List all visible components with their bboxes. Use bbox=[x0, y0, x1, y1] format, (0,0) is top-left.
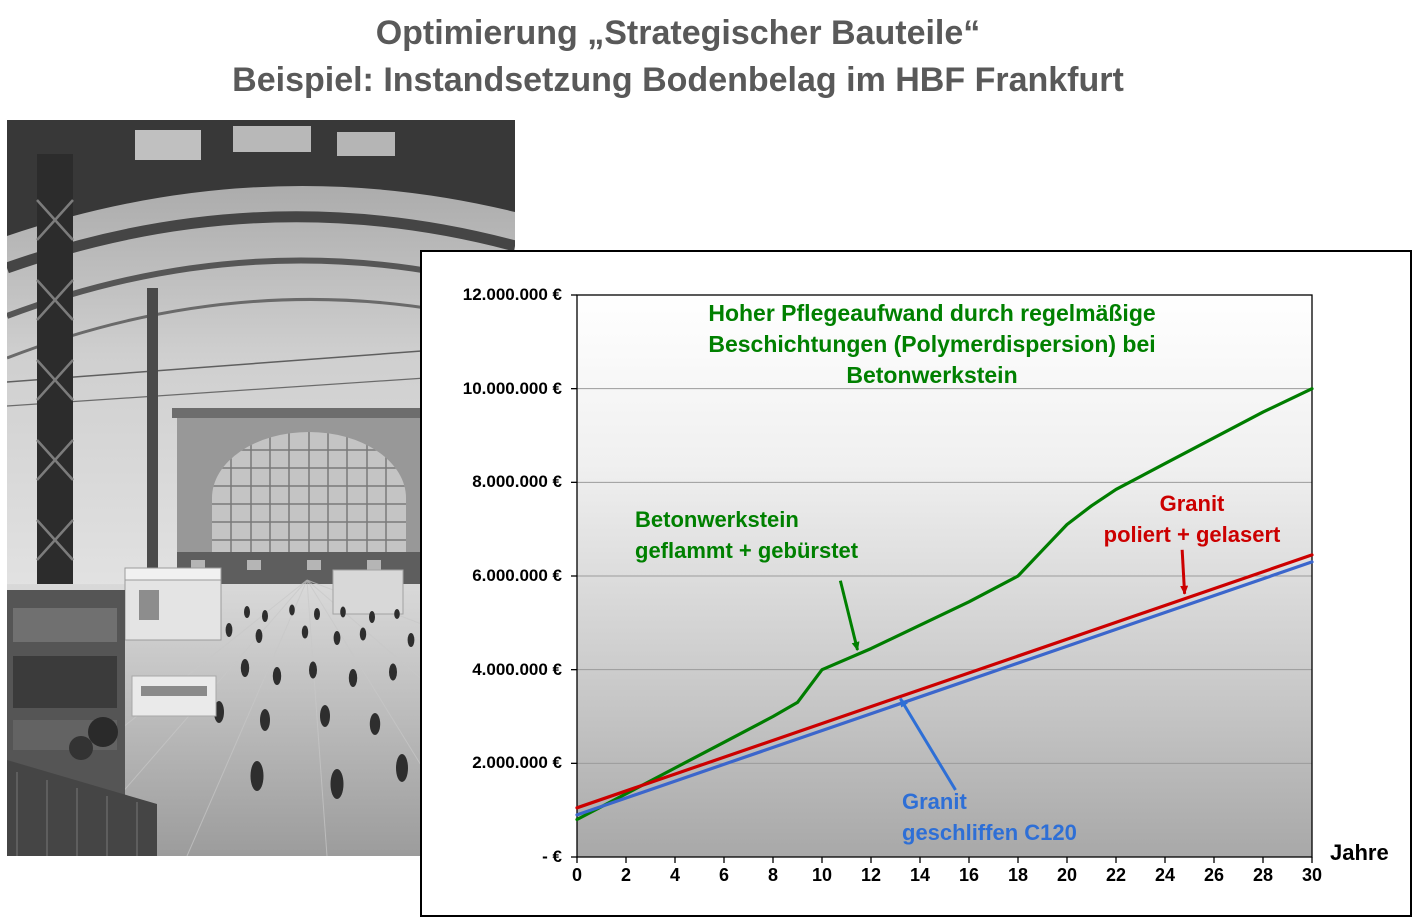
slide-title: Optimierung „Strategischer Bauteile“ Bei… bbox=[0, 10, 1356, 104]
y-tick-label: 12.000.000 € bbox=[462, 285, 562, 304]
x-tick-label: 24 bbox=[1154, 865, 1176, 885]
x-tick-label: 22 bbox=[1105, 865, 1127, 885]
x-axis-title: Jahre bbox=[1330, 840, 1389, 865]
y-tick-label: - € bbox=[542, 847, 562, 866]
annotation-betonwerkstein: Betonwerkstein geflammt + gebürstet bbox=[635, 504, 858, 566]
x-tick-label: 12 bbox=[860, 865, 882, 885]
x-tick-label: 0 bbox=[571, 865, 582, 885]
x-tick-label: 6 bbox=[718, 865, 729, 885]
annotation-granit-poliert: Granit poliert + gelasert bbox=[1072, 488, 1312, 550]
y-tick-label: 8.000.000 € bbox=[472, 472, 562, 492]
annotation-line: geschliffen C120 bbox=[902, 820, 1077, 845]
annotation-granit-geschliffen: Granit geschliffen C120 bbox=[902, 786, 1077, 848]
slide-title-line1: Optimierung „Strategischer Bauteile“ bbox=[375, 14, 981, 52]
y-tick-label: 2.000.000 € bbox=[472, 753, 562, 773]
x-tick-label: 10 bbox=[811, 865, 833, 885]
annotation-line: Granit bbox=[1159, 491, 1225, 516]
cost-chart: 12.000.000 € 10.000.000 € 8.000.000 € 6.000… bbox=[420, 250, 1412, 917]
annotation-line: Betonwerkstein bbox=[846, 362, 1018, 388]
y-tick-label: 6.000.000 € bbox=[472, 566, 562, 585]
x-tick-label: 2 bbox=[620, 865, 631, 885]
annotation-pflegeaufwand: Hoher Pflegeaufwand durch regelmäßige Be… bbox=[602, 298, 1262, 391]
slide-title-line2: Beispiel: Instandsetzung Bodenbelag im H… bbox=[232, 61, 1124, 99]
x-tick-label: 16 bbox=[958, 865, 980, 885]
x-tick-label: 14 bbox=[909, 865, 931, 885]
chart-canvas bbox=[571, 294, 1314, 863]
x-tick-label: 20 bbox=[1056, 865, 1078, 885]
x-tick-label: 26 bbox=[1203, 865, 1225, 885]
annotation-line: Betonwerkstein bbox=[635, 507, 799, 532]
x-tick-label: 28 bbox=[1252, 865, 1274, 885]
x-tick-label: 4 bbox=[669, 865, 680, 885]
annotation-line: geflammt + gebürstet bbox=[635, 538, 859, 563]
annotation-line: Beschichtungen (Polymerdispersion) bei bbox=[708, 331, 1156, 357]
y-tick-label: 10.000.000 € bbox=[462, 378, 562, 398]
x-tick-label: 18 bbox=[1007, 865, 1029, 885]
annotation-line: Hoher Pflegeaufwand durch regelmäßige bbox=[708, 300, 1156, 326]
annotation-line: Granit bbox=[902, 789, 967, 814]
y-tick-label: 4.000.000 € bbox=[472, 659, 562, 679]
x-tick-label: 30 bbox=[1301, 865, 1323, 885]
annotation-line: poliert + gelasert bbox=[1103, 522, 1281, 547]
x-tick-label: 8 bbox=[767, 865, 778, 885]
